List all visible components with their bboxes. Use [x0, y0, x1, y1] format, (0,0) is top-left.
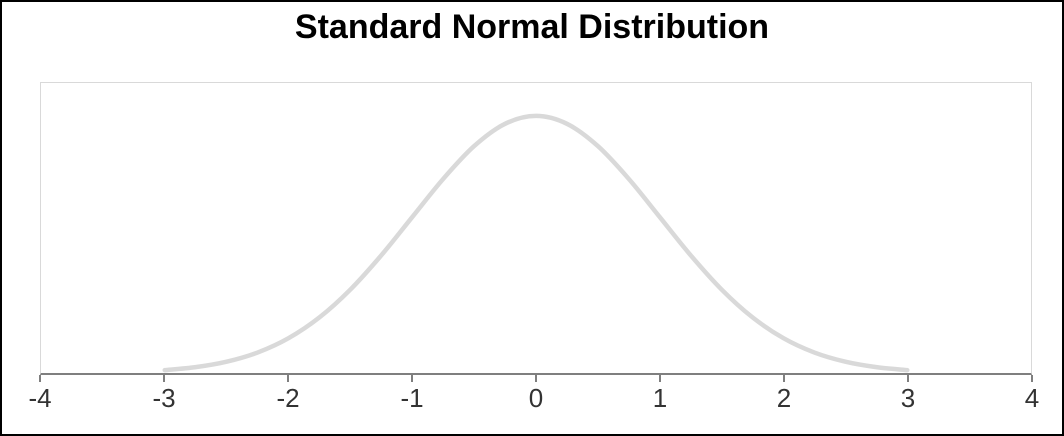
x-tick — [535, 375, 537, 382]
x-tick — [287, 375, 289, 382]
normal-curve — [162, 113, 910, 373]
x-axis: -4 -3 -2 -1 0 1 2 3 4 — [28, 375, 1039, 425]
x-tick-label: -3 — [152, 383, 176, 413]
x-tick — [659, 375, 661, 382]
x-tick-label: 3 — [900, 383, 916, 413]
x-tick-label: -1 — [400, 383, 424, 413]
x-tick-label: -2 — [276, 383, 300, 413]
x-tick-label: 1 — [652, 383, 668, 413]
chart-title: Standard Normal Distribution — [294, 8, 770, 46]
x-tick-label: 0 — [528, 383, 544, 413]
x-tick — [39, 375, 41, 382]
normal-curve-path — [162, 113, 910, 373]
x-tick — [783, 375, 785, 382]
plot-area — [40, 82, 1032, 375]
x-tick — [907, 375, 909, 382]
x-tick-label: 2 — [776, 383, 792, 413]
x-tick-label: -4 — [28, 383, 52, 413]
x-tick — [1031, 375, 1033, 382]
x-tick-label: 4 — [1024, 383, 1040, 413]
x-tick — [411, 375, 413, 382]
x-tick — [163, 375, 165, 382]
